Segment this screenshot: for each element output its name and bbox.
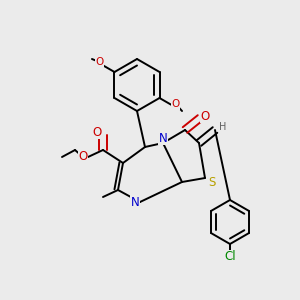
Text: S: S <box>208 176 216 190</box>
Text: O: O <box>172 99 180 109</box>
Text: N: N <box>130 196 140 208</box>
Text: N: N <box>159 131 167 145</box>
Text: H: H <box>219 122 227 132</box>
Text: O: O <box>95 57 103 67</box>
Text: Cl: Cl <box>224 250 236 263</box>
Text: O: O <box>200 110 210 122</box>
Text: O: O <box>78 151 88 164</box>
Text: O: O <box>92 125 102 139</box>
